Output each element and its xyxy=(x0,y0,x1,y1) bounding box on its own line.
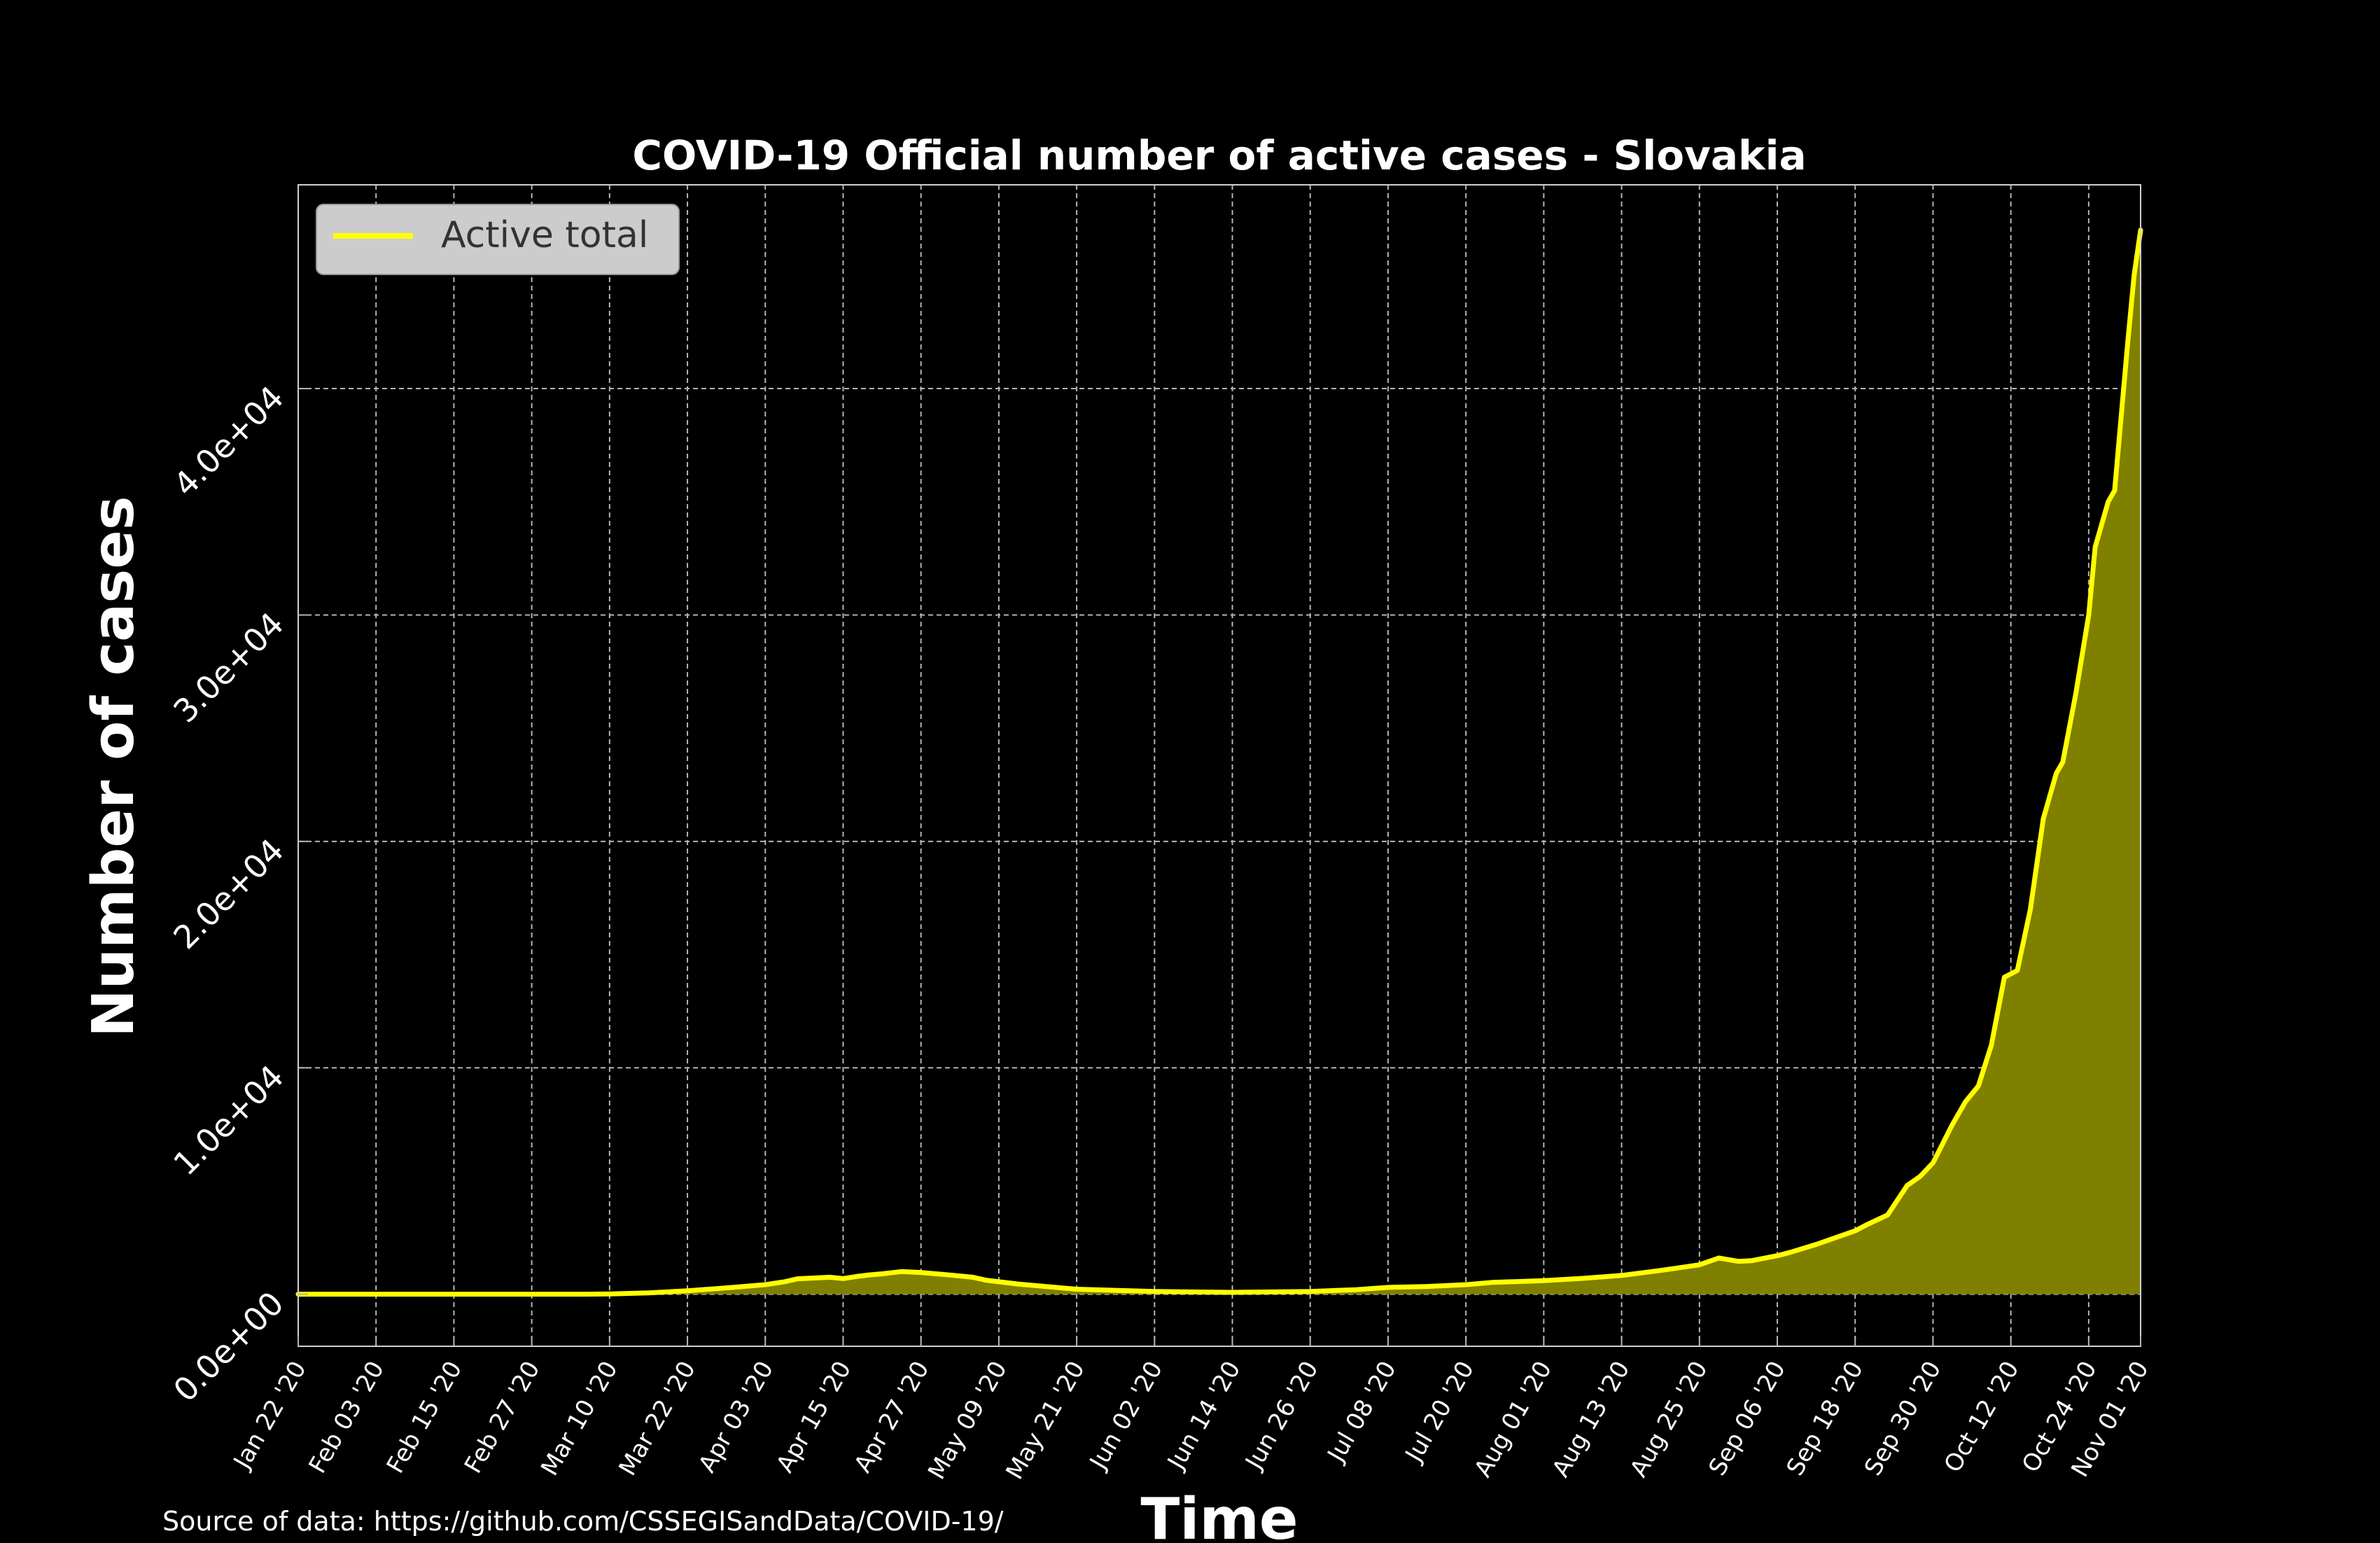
legend-label-active-total: Active total xyxy=(441,214,648,256)
active-total-line xyxy=(295,228,2143,1297)
area-layer xyxy=(295,228,2143,1297)
plot-frame xyxy=(298,184,2141,1347)
grid-layer xyxy=(298,185,2141,1346)
chart-title: COVID-19 Official number of active cases… xyxy=(632,132,1806,179)
active-total-area xyxy=(298,230,2141,1294)
legend: Active total xyxy=(316,204,680,275)
x-axis-label: Time xyxy=(1140,1486,1298,1540)
y-axis-label: Number of cases xyxy=(80,496,147,1037)
frame-layer xyxy=(298,184,2141,1347)
source-note: Source of data: https://github.com/CSSEG… xyxy=(162,1506,1004,1537)
legend-box xyxy=(316,204,680,275)
